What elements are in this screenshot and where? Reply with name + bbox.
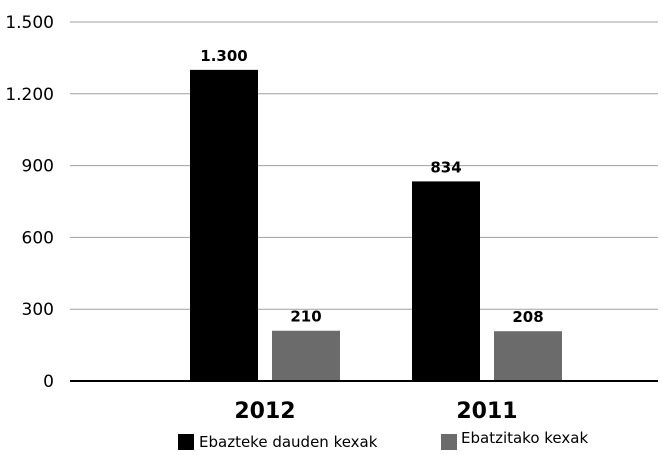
x-tick-label: 2011 xyxy=(456,399,517,424)
y-tick-label: 1.200 xyxy=(5,85,54,105)
legend-label: Ebatzitako kexak xyxy=(461,429,588,447)
bar xyxy=(190,69,258,381)
legend-label: Ebazteke dauden kexak xyxy=(199,433,378,450)
y-tick-label: 0 xyxy=(43,372,54,392)
data-label: 1.300 xyxy=(200,47,247,65)
legend-swatch xyxy=(178,434,194,450)
bar xyxy=(412,181,480,381)
x-tick-label: 2012 xyxy=(234,399,295,424)
y-tick-label: 600 xyxy=(22,228,54,248)
data-label: 834 xyxy=(430,158,461,176)
y-tick-label: 300 xyxy=(22,300,54,320)
data-label: 210 xyxy=(290,308,321,326)
y-tick-label: 1.500 xyxy=(5,13,54,33)
data-label: 208 xyxy=(512,308,543,326)
bar xyxy=(272,330,340,381)
legend-swatch xyxy=(441,434,457,450)
y-tick-label: 900 xyxy=(22,157,54,177)
bar xyxy=(494,331,562,381)
